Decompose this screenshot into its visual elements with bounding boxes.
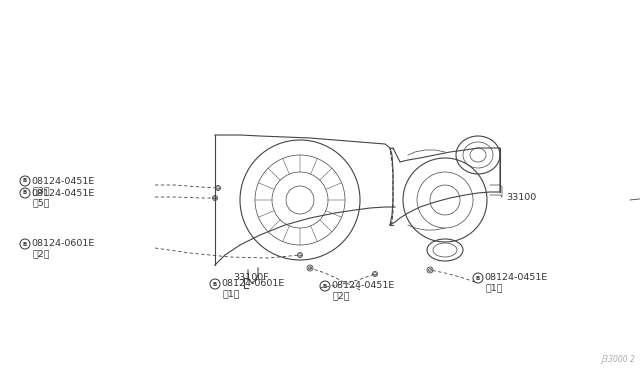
Text: ＜5＞: ＜5＞ bbox=[33, 199, 51, 208]
Circle shape bbox=[298, 253, 303, 257]
Text: ＜1＞: ＜1＞ bbox=[486, 283, 504, 292]
Text: B: B bbox=[23, 241, 27, 247]
Text: ＜3＞: ＜3＞ bbox=[33, 186, 51, 196]
Circle shape bbox=[216, 186, 221, 190]
Text: B: B bbox=[476, 276, 480, 280]
Text: 08124-0451E: 08124-0451E bbox=[484, 273, 547, 282]
Text: 33100F: 33100F bbox=[233, 273, 269, 282]
Text: B: B bbox=[23, 179, 27, 183]
Text: ＜1＞: ＜1＞ bbox=[223, 289, 241, 298]
Circle shape bbox=[372, 272, 378, 276]
Circle shape bbox=[427, 267, 433, 273]
Circle shape bbox=[307, 265, 313, 271]
Text: 08124-0601E: 08124-0601E bbox=[31, 240, 94, 248]
Text: ＜2＞: ＜2＞ bbox=[333, 292, 351, 301]
Text: B: B bbox=[213, 282, 217, 286]
Text: 08124-0601E: 08124-0601E bbox=[221, 279, 284, 289]
Text: ＜2＞: ＜2＞ bbox=[33, 250, 51, 259]
Text: 33100: 33100 bbox=[506, 192, 536, 202]
Text: B: B bbox=[323, 283, 327, 289]
Text: 08124-0451E: 08124-0451E bbox=[31, 189, 94, 198]
Circle shape bbox=[212, 196, 218, 201]
Text: 08124-0451E: 08124-0451E bbox=[331, 282, 394, 291]
Text: B: B bbox=[23, 190, 27, 196]
Text: J33000 2: J33000 2 bbox=[601, 355, 635, 364]
Text: 08124-0451E: 08124-0451E bbox=[31, 176, 94, 186]
